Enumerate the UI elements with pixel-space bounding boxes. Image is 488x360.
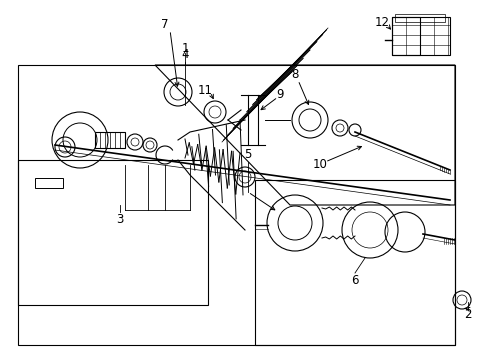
Text: 11: 11 [197,84,212,96]
Text: 6: 6 [350,274,358,287]
Text: 12: 12 [374,15,389,28]
Bar [254,180,454,345]
Text: 8: 8 [291,68,298,81]
Bar [391,17,449,55]
Text: 9: 9 [276,89,283,102]
Text: 5: 5 [244,148,251,162]
Text: 10: 10 [312,158,327,171]
Bar [35,178,63,188]
Text: 1: 1 [181,41,188,54]
Text: 4: 4 [181,49,188,62]
Bar [18,160,207,305]
Text: 7: 7 [161,18,168,31]
Text: 3: 3 [116,213,123,226]
Text: 2: 2 [463,309,471,321]
Bar [18,65,454,345]
Bar [95,132,125,148]
Bar [391,17,419,55]
Bar [394,14,444,22]
